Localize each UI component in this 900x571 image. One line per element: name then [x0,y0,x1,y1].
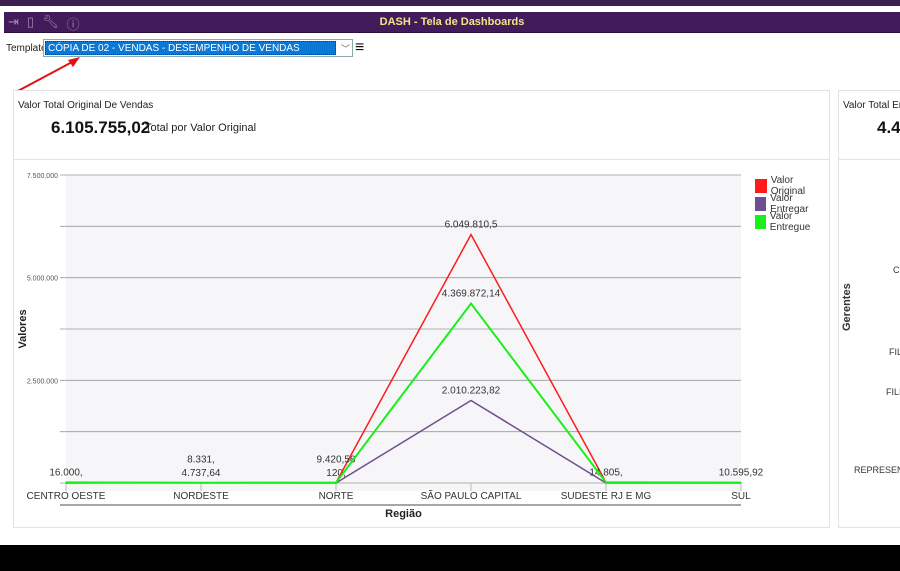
data-point [470,303,472,305]
y-axis-label: Gerentes [841,283,853,331]
chart-card-valor-entregue: Valor Total Ent 4.4 Gerentes CL FIL FILI… [838,90,900,528]
data-label: 4.737,64 [182,468,221,479]
category-label: FIL [889,347,900,357]
data-point [470,234,472,236]
legend-item[interactable]: Valor Entregue [755,211,829,233]
legend-label: Valor Entregue [769,211,811,233]
wrench-icon[interactable]: 🔧︎ [42,14,59,29]
data-point [605,481,607,483]
x-tick-label: NORDESTE [173,491,229,502]
x-tick-label: SÃO PAULO CAPITAL [421,489,522,502]
legend-item[interactable]: Valor Entregar [755,193,829,215]
x-tick-label: NORTE [319,491,354,502]
data-point [65,481,67,483]
legend-swatch [755,215,766,229]
card-divider [14,159,829,160]
data-point [470,399,472,401]
legend-label: Valor Original [770,175,806,197]
window-title: DASH - Tela de Dashboards [379,16,525,28]
category-label: REPRESENT [854,465,900,475]
y-tick-label: 5.000.000 [27,276,58,283]
chart-legend: Valor Original Valor Entregar Valor Entreg… [755,175,829,233]
database-icon[interactable]: ▯ [26,14,35,29]
x-tick-label: SUL [731,491,751,502]
taskbar [0,545,900,571]
card-total-value: 4.4 [877,118,900,137]
y-tick-label: 2.500.000 [27,378,58,385]
x-tick-label: CENTRO OESTE [27,491,106,502]
plot-background [66,175,741,491]
data-label: 4.369.872,14 [442,289,501,300]
legend-label: Valor Entregar [770,193,809,215]
template-label: Template [6,43,47,54]
info-icon[interactable]: ⓘ [66,17,80,32]
window-top-strip [0,0,900,6]
category-label: CL [893,265,900,275]
x-tick-label: SUDESTE RJ E MG [561,491,652,502]
card-title: Valor Total Ent [843,100,900,111]
line-chart: 2.500.000 5.000.000 7.500.000 CENTRO OESTE N… [17,173,764,520]
collapse-menu-icon[interactable]: ⇥ [8,14,19,29]
card-divider [839,159,900,160]
legend-swatch [755,179,767,193]
chevron-down-icon[interactable]: ﹀ [340,44,350,54]
y-axis-title: Valores [17,309,29,348]
legend-item[interactable]: Valor Original [755,175,829,197]
series-line-valor-entregue [65,301,742,484]
data-label: 120, [326,468,345,479]
data-label: 6.049.810,5 [445,220,498,231]
card-total-caption: Total por Valor Original [145,122,257,134]
data-label: 16.000, [49,467,82,478]
x-axis-title: Região [385,508,422,520]
data-label: 2.010.223,82 [442,385,501,396]
card-total-value: 6.105.755,02 [51,118,151,137]
template-selected-value: CÓPIA DE 02 - VENDAS - DESEMPENHO DE VEN… [45,41,336,55]
data-point [335,482,337,484]
card-title: Valor Total Original De Vendas [18,100,154,111]
data-label: 9.420,56 [317,455,356,466]
y-tick-label: 7.500.000 [27,173,58,180]
title-bar: ⇥ ▯ 🔧︎ ⓘ DASH - Tela de Dashboards [4,12,900,33]
chart-card-valor-original: Valor Total Original De Vendas 6.105.755… [13,90,830,528]
template-select[interactable]: CÓPIA DE 02 - VENDAS - DESEMPENHO DE VEN… [43,39,353,57]
data-label: 14.805, [589,467,622,478]
data-point [740,482,742,484]
data-point [200,482,202,484]
category-label: FILI [886,387,900,397]
legend-swatch [755,197,767,211]
data-label: 10.595,92 [719,468,764,479]
hamburger-icon[interactable]: ≡ [355,39,365,56]
data-label: 8.331, [187,455,215,466]
